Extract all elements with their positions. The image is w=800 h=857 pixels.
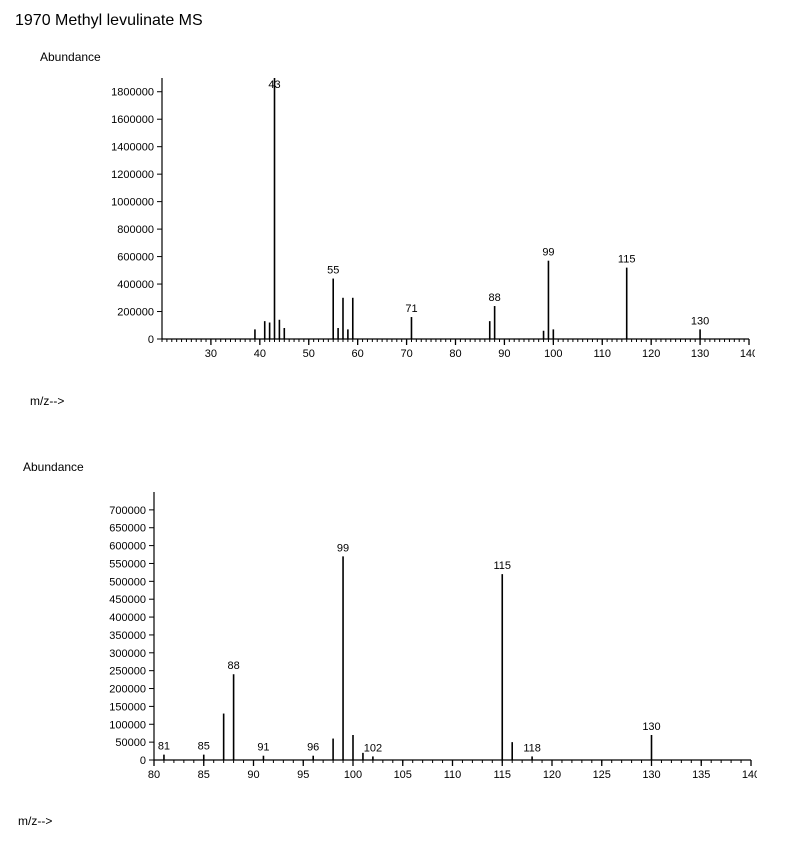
svg-text:350000: 350000 (109, 630, 146, 642)
svg-text:115: 115 (618, 254, 636, 266)
svg-text:60: 60 (352, 348, 364, 360)
svg-text:700000: 700000 (109, 505, 146, 517)
svg-text:1200000: 1200000 (111, 169, 154, 181)
svg-text:120: 120 (642, 348, 660, 360)
svg-text:30: 30 (205, 348, 217, 360)
svg-text:43: 43 (268, 79, 280, 91)
svg-text:90: 90 (498, 348, 510, 360)
svg-text:99: 99 (337, 542, 349, 554)
chart1-x-title: m/z--> (30, 394, 64, 408)
svg-text:88: 88 (227, 660, 239, 672)
svg-text:88: 88 (489, 292, 501, 304)
svg-text:140: 140 (742, 769, 757, 781)
chart1-y-title: Abundance (40, 50, 101, 64)
svg-text:550000: 550000 (109, 558, 146, 570)
svg-text:102: 102 (364, 742, 382, 754)
svg-text:1800000: 1800000 (111, 87, 154, 99)
svg-text:0: 0 (148, 334, 154, 346)
svg-text:115: 115 (493, 769, 511, 781)
page-title: 1970 Methyl levulinate MS (15, 12, 203, 30)
svg-text:99: 99 (542, 247, 554, 259)
svg-text:80: 80 (449, 348, 461, 360)
svg-text:70: 70 (400, 348, 412, 360)
svg-text:450000: 450000 (109, 594, 146, 606)
svg-text:600000: 600000 (109, 541, 146, 553)
svg-text:81: 81 (158, 741, 170, 753)
svg-text:200000: 200000 (109, 684, 146, 696)
svg-text:100: 100 (344, 769, 362, 781)
svg-text:110: 110 (593, 348, 611, 360)
svg-text:300000: 300000 (109, 648, 146, 660)
svg-text:40: 40 (254, 348, 266, 360)
chart2-x-title: m/z--> (18, 814, 52, 828)
svg-text:250000: 250000 (109, 666, 146, 678)
svg-text:200000: 200000 (117, 307, 154, 319)
svg-text:500000: 500000 (109, 576, 146, 588)
svg-text:50: 50 (303, 348, 315, 360)
svg-text:100: 100 (544, 348, 562, 360)
svg-text:55: 55 (327, 265, 339, 277)
svg-text:400000: 400000 (117, 279, 154, 291)
svg-text:85: 85 (198, 769, 210, 781)
chart2-y-title: Abundance (23, 460, 84, 474)
svg-text:130: 130 (691, 315, 709, 327)
svg-text:600000: 600000 (117, 252, 154, 264)
svg-text:80: 80 (148, 769, 160, 781)
svg-text:110: 110 (444, 769, 462, 781)
svg-text:800000: 800000 (117, 224, 154, 236)
svg-text:400000: 400000 (109, 612, 146, 624)
svg-text:650000: 650000 (109, 523, 146, 535)
svg-text:1600000: 1600000 (111, 114, 154, 126)
svg-text:100000: 100000 (109, 719, 146, 731)
svg-text:150000: 150000 (109, 701, 146, 713)
chart2-plot: 0 50000 100000 150000 200000 250000 300000 3500… (92, 486, 757, 788)
svg-text:91: 91 (257, 742, 269, 754)
svg-text:130: 130 (642, 769, 660, 781)
svg-text:120: 120 (543, 769, 561, 781)
svg-text:90: 90 (247, 769, 259, 781)
svg-text:130: 130 (691, 348, 709, 360)
svg-text:115: 115 (493, 560, 511, 572)
svg-text:105: 105 (394, 769, 412, 781)
svg-text:1000000: 1000000 (111, 197, 154, 209)
svg-text:96: 96 (307, 742, 319, 754)
chart1-plot: 0 200000 400000 600000 800000 1000000 1200000 1… (100, 72, 755, 367)
svg-text:140: 140 (740, 348, 755, 360)
svg-text:130: 130 (642, 721, 660, 733)
svg-text:135: 135 (692, 769, 710, 781)
svg-text:50000: 50000 (115, 737, 146, 749)
svg-text:1400000: 1400000 (111, 142, 154, 154)
svg-text:0: 0 (140, 755, 146, 767)
svg-text:85: 85 (198, 741, 210, 753)
svg-text:125: 125 (593, 769, 611, 781)
svg-text:118: 118 (523, 742, 541, 754)
svg-text:95: 95 (297, 769, 309, 781)
svg-text:71: 71 (405, 303, 417, 315)
